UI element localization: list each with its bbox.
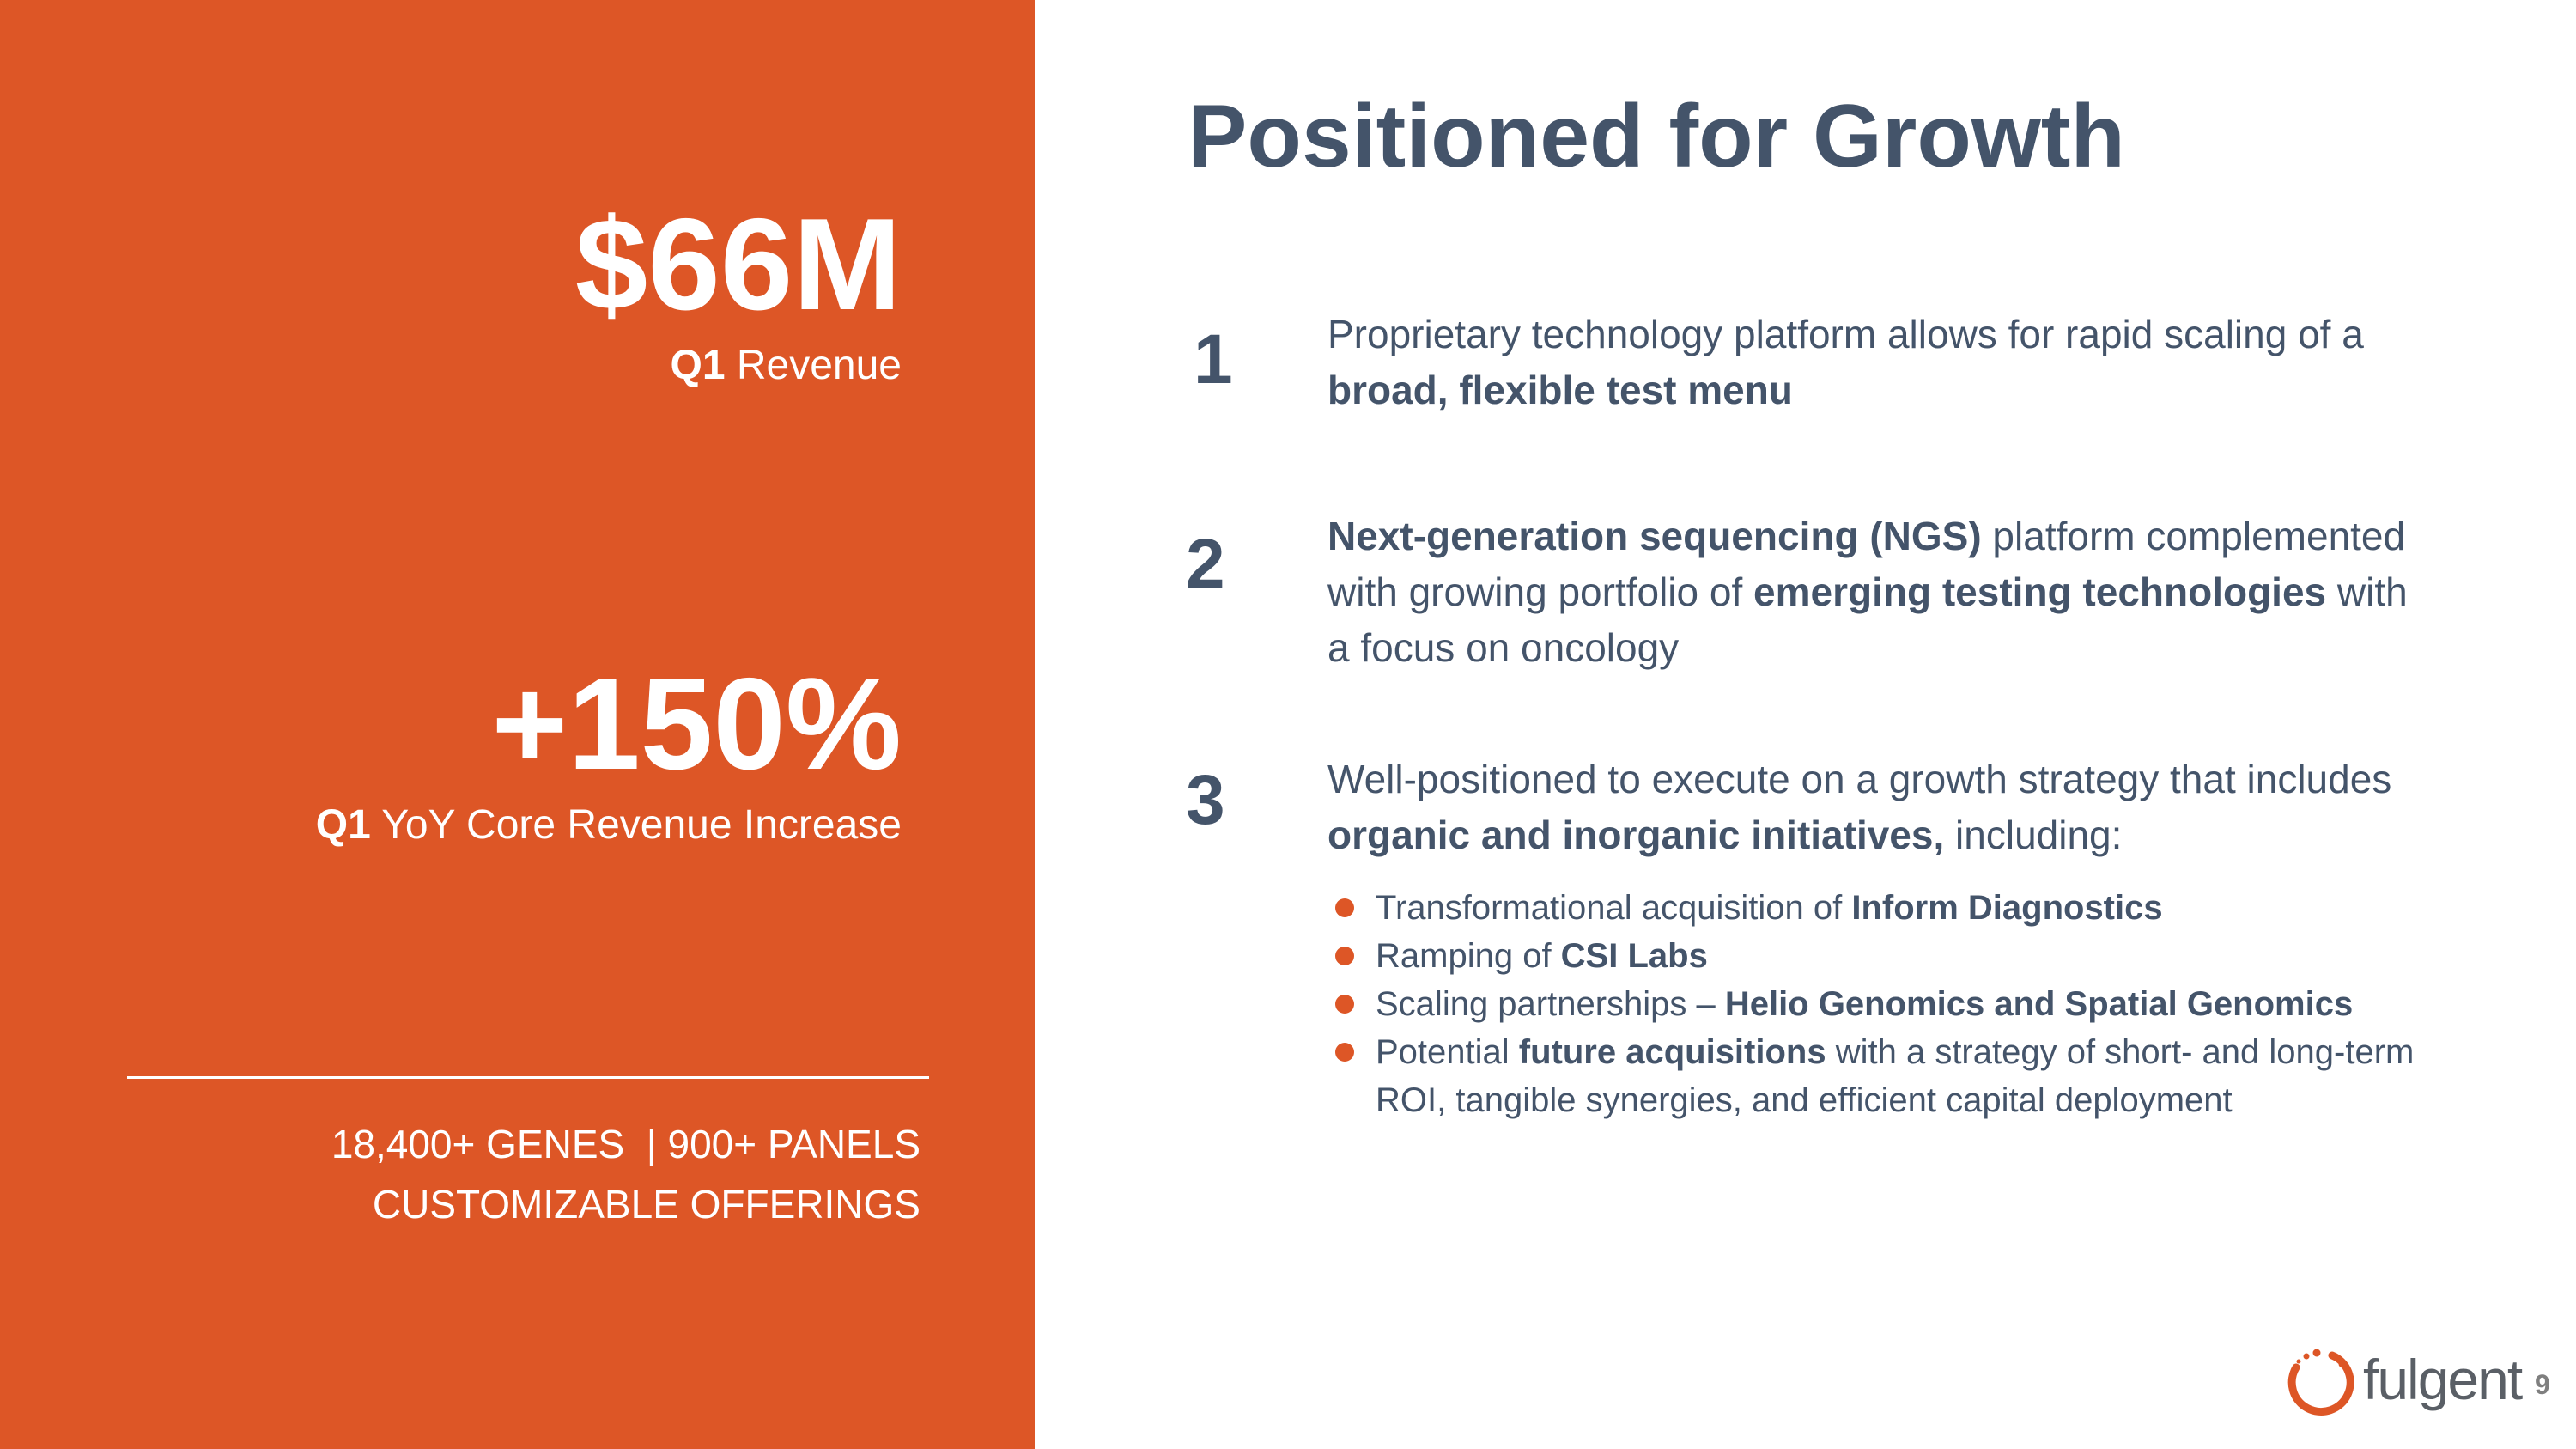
point-text-3: Well-positioned to execute on a growth s… xyxy=(1327,752,2435,863)
bullet-dot-icon xyxy=(1335,947,1354,965)
offerings-line-1: 18,400+ GENES | 900+ PANELS xyxy=(331,1122,920,1166)
point-text-2: Next-generation sequencing (NGS) platfor… xyxy=(1327,508,2435,676)
bullet-dot-icon xyxy=(1335,995,1354,1014)
slide-title: Positioned for Growth xyxy=(1188,87,2125,186)
point-2-emphasis-2: emerging testing technologies xyxy=(1753,569,2327,614)
point-1-text: Proprietary technology platform allows f… xyxy=(1327,312,2364,356)
point-3-emphasis: organic and inorganic initiatives, xyxy=(1327,813,1945,857)
bullet-2-emphasis: CSI Labs xyxy=(1560,937,1708,975)
bullet-2-text: Ramping of xyxy=(1376,937,1561,975)
revenue-value: $66M xyxy=(574,192,902,338)
list-item: Transformational acquisition of Inform D… xyxy=(1335,884,2451,932)
logo-wordmark: fulgent xyxy=(2363,1348,2523,1411)
revenue-caption-text: Revenue xyxy=(725,343,902,388)
highlights-panel: $66M Q1 Revenue +150% Q1 YoY Core Revenu… xyxy=(0,0,1035,1449)
bullet-1-emphasis: Inform Diagnostics xyxy=(1851,889,2163,927)
list-item: Potential future acquisitions with a str… xyxy=(1335,1028,2451,1124)
fulgent-logo: fulgent xyxy=(2284,1347,2523,1424)
growth-caption-text: YoY Core Revenue Increase xyxy=(370,802,902,848)
offerings-summary: 18,400+ GENES | 900+ PANELS CUSTOMIZABLE… xyxy=(331,1114,920,1234)
list-item: Scaling partnerships – Helio Genomics an… xyxy=(1335,980,2451,1028)
point-1-emphasis: broad, flexible test menu xyxy=(1327,368,1793,412)
point-number-3: 3 xyxy=(1186,761,1225,839)
bullet-dot-icon xyxy=(1335,898,1354,917)
revenue-metric: $66M Q1 Revenue xyxy=(575,199,902,389)
bullet-3-emphasis: Helio Genomics and Spatial Genomics xyxy=(1724,985,2354,1023)
bullet-3-text: Scaling partnerships – xyxy=(1376,985,1725,1023)
point-2-emphasis-1: Next-generation sequencing (NGS) xyxy=(1327,514,1982,558)
revenue-caption: Q1 Revenue xyxy=(575,342,902,389)
bullet-4-text-1: Potential xyxy=(1376,1033,1519,1071)
bullet-4-text-2: with a strategy of short- and long-term … xyxy=(1376,1033,2415,1119)
page-number: 9 xyxy=(2535,1369,2550,1400)
point-text-1: Proprietary technology platform allows f… xyxy=(1327,307,2435,418)
offerings-line-2: CUSTOMIZABLE OFFERINGS xyxy=(372,1182,920,1227)
bullet-dot-icon xyxy=(1335,1043,1354,1062)
point-number-2: 2 xyxy=(1186,525,1225,603)
growth-caption: Q1 YoY Core Revenue Increase xyxy=(316,801,902,849)
list-item: Ramping of CSI Labs xyxy=(1335,932,2451,980)
fulgent-logo-icon xyxy=(2287,1349,2354,1416)
point-2-text-1: platform complemented with growing portf… xyxy=(1327,514,2406,614)
initiatives-list: Transformational acquisition of Inform D… xyxy=(1335,884,2451,1124)
point-number-1: 1 xyxy=(1194,320,1233,399)
growth-metric: +150% Q1 YoY Core Revenue Increase xyxy=(316,659,902,849)
point-3-text-1: Well-positioned to execute on a growth s… xyxy=(1327,757,2392,801)
growth-caption-bold: Q1 xyxy=(315,802,371,848)
point-3-text-2: including: xyxy=(1944,813,2123,857)
bullet-1-text: Transformational acquisition of xyxy=(1376,889,1852,927)
growth-value: +150% xyxy=(491,651,902,797)
point-2-text-2: with a focus on oncology xyxy=(1327,569,2408,670)
divider-line xyxy=(127,1076,929,1079)
revenue-caption-bold: Q1 xyxy=(670,343,726,388)
bullet-4-emphasis: future acquisitions xyxy=(1518,1033,1826,1071)
